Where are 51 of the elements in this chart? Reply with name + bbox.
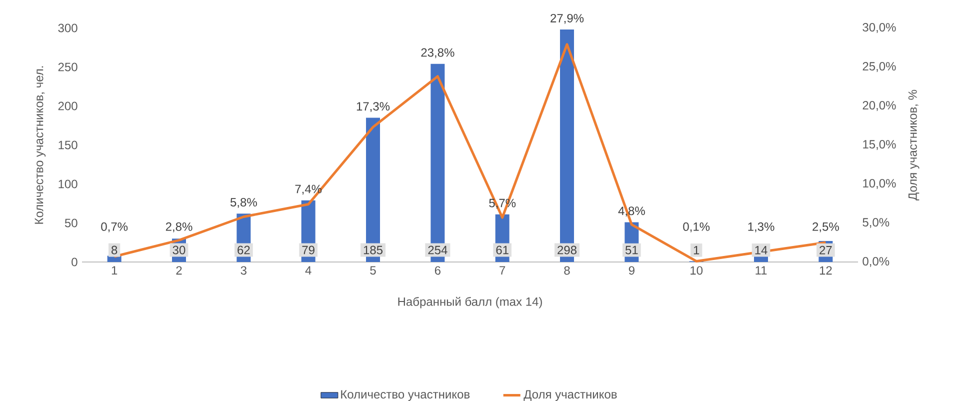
data-label: 298 xyxy=(558,246,576,254)
x-tick-label: 8 xyxy=(564,266,570,275)
data-label: 23,8% xyxy=(421,48,454,58)
y-tick-label: 250 xyxy=(58,62,78,72)
x-tick-label: 4 xyxy=(305,266,312,274)
x-tick-label: 9 xyxy=(628,266,634,275)
data-label: 61 xyxy=(496,246,508,254)
data-label: 0,1% xyxy=(683,222,710,232)
data-label: 5,8% xyxy=(230,198,257,208)
x-tick-label: 1 xyxy=(112,266,118,274)
data-label: 8 xyxy=(112,246,118,254)
x-tick-label: 12 xyxy=(820,266,832,275)
y-tick-label: 150 xyxy=(58,140,78,150)
data-label: 0,7% xyxy=(101,222,128,232)
data-label: 1 xyxy=(694,246,700,254)
y2-tick-label: 30,0% xyxy=(862,23,896,33)
x-tick-label: 3 xyxy=(240,266,246,275)
data-label: 27 xyxy=(820,246,832,254)
y2-tick-label: 10,0% xyxy=(863,179,896,189)
data-label: 62 xyxy=(238,246,250,254)
x-tick-label: 10 xyxy=(690,266,703,275)
y-axis-title: Количество участников, чел. xyxy=(34,66,46,224)
data-label: 2,5% xyxy=(812,222,839,232)
x-axis-title: Набранный балл (max 14) xyxy=(398,296,542,308)
data-label: 185 xyxy=(364,246,383,254)
data-label: 27,9% xyxy=(550,14,584,24)
y2-axis-title: Доля участников, % xyxy=(908,90,920,200)
data-label: 2,8% xyxy=(166,222,192,232)
data-label: 1,3% xyxy=(748,222,774,232)
y-tick-label: 0 xyxy=(72,258,78,266)
y2-tick-label: 0,0% xyxy=(862,257,890,267)
data-label: 79 xyxy=(302,246,314,254)
legend-label: Количество участников xyxy=(341,390,470,401)
x-tick-label: 7 xyxy=(500,266,506,274)
y2-tick-label: 20,0% xyxy=(862,101,896,111)
x-tick-label: 5 xyxy=(370,266,376,275)
y-tick-label: 300 xyxy=(58,24,78,32)
y2-tick-label: 15,0% xyxy=(863,140,896,150)
x-tick-label: 6 xyxy=(434,266,440,275)
data-label: 17,3% xyxy=(356,102,390,112)
legend-label: Доля участников xyxy=(524,390,617,401)
y-tick-label: 50 xyxy=(64,218,78,228)
data-label: 30 xyxy=(172,246,186,254)
x-tick-label: 11 xyxy=(756,266,767,274)
y2-tick-label: 5,0% xyxy=(862,218,890,228)
y-tick-label: 200 xyxy=(58,102,78,110)
y2-tick-label: 25,0% xyxy=(862,62,896,72)
data-label: 51 xyxy=(625,246,638,254)
data-label: 254 xyxy=(428,246,448,254)
x-tick-label: 2 xyxy=(176,266,182,275)
y-tick-label: 100 xyxy=(58,180,78,188)
